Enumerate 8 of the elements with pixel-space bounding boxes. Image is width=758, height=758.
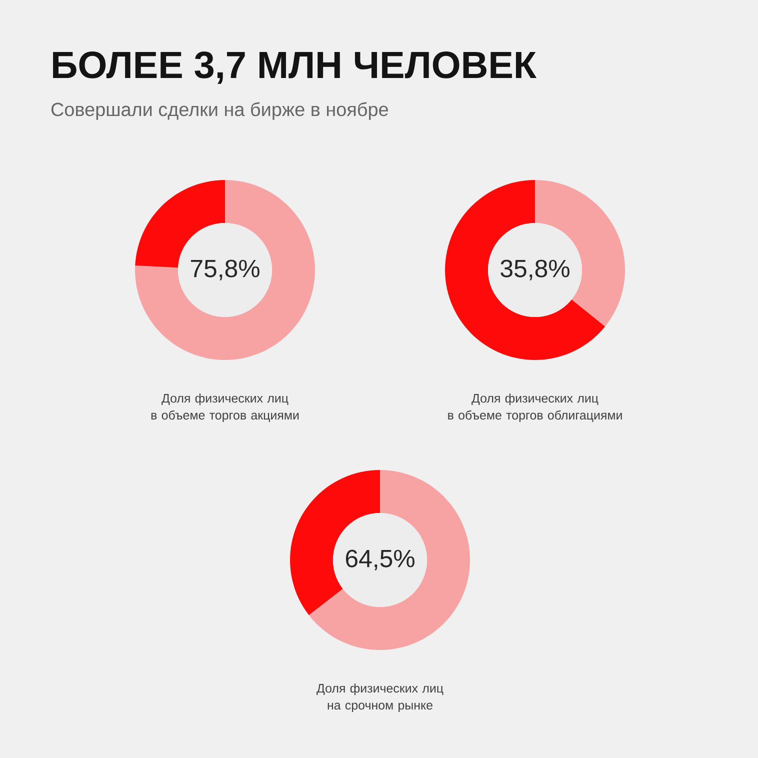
text: Доля физических лиц на срочном рынке <box>316 684 444 712</box>
data-label: 64,5% <box>346 550 414 570</box>
text: Доля физических лиц в объеме торгов акциями <box>151 394 299 422</box>
chart-title: БОЛЕЕ 3,7 МЛН ЧЕЛОВЕК <box>53 52 537 84</box>
data-label: 75,8% <box>190 260 260 280</box>
data-label: 35,8% <box>500 260 570 280</box>
chart-subtitle: Совершали сделки на бирже в ноябре <box>51 102 388 120</box>
text: Доля физических лиц в объеме торгов облигациями <box>448 394 622 422</box>
